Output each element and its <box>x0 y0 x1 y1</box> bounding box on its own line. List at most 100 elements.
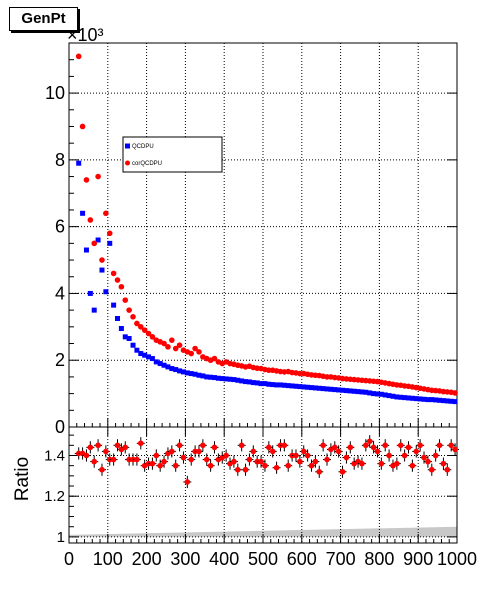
data-point-QCDPU <box>99 267 105 273</box>
data-point-QCDPU <box>343 388 349 394</box>
data-point-corQCDPU <box>122 297 129 303</box>
data-point-QCDPU <box>184 370 190 376</box>
ratio-data-point <box>269 448 276 455</box>
ratio-data-point <box>300 448 307 455</box>
data-point-corQCDPU <box>141 327 148 333</box>
data-point-QCDPU <box>305 384 311 390</box>
data-point-QCDPU <box>281 382 287 388</box>
data-point-corQCDPU <box>103 210 109 217</box>
ratio-data-point <box>382 442 389 449</box>
ratio-data-point <box>246 456 253 463</box>
ratio-data-point <box>103 448 109 455</box>
ratio-data-point <box>397 442 404 449</box>
ratio-y-tick-label: 1 <box>57 529 65 546</box>
ratio-data-point <box>444 466 451 473</box>
main-plot-panel: 0 2 4 6 8 10 ×10³ <box>45 25 458 437</box>
data-point-QCDPU <box>212 375 217 381</box>
data-point-QCDPU <box>227 376 233 382</box>
main-y-tick-label: 2 <box>55 350 65 370</box>
data-point-corQCDPU <box>165 344 171 350</box>
data-point-QCDPU <box>297 384 303 390</box>
ratio-data-point <box>234 466 241 473</box>
data-point-QCDPU <box>208 374 214 380</box>
data-point-corQCDPU <box>211 355 218 362</box>
data-point-QCDPU <box>87 290 93 296</box>
legend-box <box>122 136 223 173</box>
ratio-plot-panel: 1 1.2 1.4 0 100 200 300 400 500 600 700 800 900 1000 R… <box>12 426 477 569</box>
ratio-data-point <box>200 442 206 449</box>
data-point-QCDPU <box>386 393 392 399</box>
data-point-QCDPU <box>359 389 365 395</box>
data-point-QCDPU <box>235 377 241 383</box>
data-point-QCDPU <box>312 385 318 391</box>
series-corQCDPU <box>75 53 458 396</box>
data-point-QCDPU <box>413 396 419 402</box>
data-point-QCDPU <box>332 387 338 393</box>
ratio-data-point <box>285 462 292 469</box>
data-point-QCDPU <box>204 374 210 380</box>
ratio-data-point <box>405 444 412 451</box>
ratio-x-tick-label: 300 <box>170 549 200 569</box>
ratio-data-point <box>436 442 443 449</box>
ratio-uncertainty-band <box>69 526 457 537</box>
ratio-data-point <box>110 456 117 463</box>
ratio-data-point <box>366 438 373 445</box>
data-point-QCDPU <box>406 395 411 401</box>
main-y-tick-label: 4 <box>55 283 65 303</box>
series-QCDPU <box>76 160 458 405</box>
data-point-corQCDPU <box>196 349 202 355</box>
ratio-data-point <box>176 442 183 449</box>
data-point-QCDPU <box>111 302 117 308</box>
ratio-data-point <box>428 466 435 473</box>
data-point-QCDPU <box>188 371 194 377</box>
legend-label-QCDPU: QCDPU <box>132 144 154 150</box>
ratio-data-point <box>386 452 392 459</box>
data-point-QCDPU <box>177 368 183 374</box>
ratio-data-point <box>157 462 163 469</box>
data-point-corQCDPU <box>145 330 152 337</box>
data-point-QCDPU <box>433 397 439 403</box>
data-point-QCDPU <box>95 237 101 243</box>
data-point-QCDPU <box>103 289 109 295</box>
ratio-data-point <box>114 442 121 449</box>
data-point-QCDPU <box>196 372 202 378</box>
ratio-data-point <box>258 458 264 465</box>
ratio-data-point <box>394 460 400 467</box>
data-point-QCDPU <box>157 361 163 367</box>
data-point-QCDPU <box>309 385 314 391</box>
data-point-QCDPU <box>180 369 186 375</box>
data-point-QCDPU <box>115 315 120 321</box>
ratio-data-point <box>308 462 315 469</box>
ratio-x-tick-label: 500 <box>248 549 278 569</box>
ratio-x-tick-label: 800 <box>364 549 394 569</box>
legend-marker-QCDPU <box>125 143 130 149</box>
data-point-QCDPU <box>134 347 140 353</box>
ratio-data-point <box>223 452 229 459</box>
ratio-data-point <box>312 458 319 465</box>
data-point-QCDPU <box>367 390 373 396</box>
data-point-QCDPU <box>371 391 377 397</box>
data-point-QCDPU <box>107 240 113 246</box>
legend-label-corQCDPU: corQCDPU <box>132 161 162 167</box>
data-point-corQCDPU <box>266 367 272 374</box>
data-point-corQCDPU <box>118 283 125 290</box>
data-point-QCDPU <box>324 386 330 392</box>
ratio-data-point <box>273 464 280 471</box>
data-point-QCDPU <box>223 376 229 382</box>
data-point-QCDPU <box>429 397 435 403</box>
data-point-corQCDPU <box>106 230 113 237</box>
data-point-corQCDPU <box>188 350 195 357</box>
data-point-QCDPU <box>250 380 256 386</box>
data-point-QCDPU <box>347 388 353 394</box>
data-point-QCDPU <box>146 354 152 360</box>
data-point-corQCDPU <box>176 342 183 348</box>
ratio-data-point <box>370 444 377 451</box>
ratio-data-point <box>339 468 346 475</box>
data-point-corQCDPU <box>452 390 458 396</box>
ratio-x-tick-label: 900 <box>403 549 433 569</box>
ratio-y-tick-label: 1.4 <box>44 447 65 464</box>
main-y-tick-label: 6 <box>55 217 65 237</box>
data-point-QCDPU <box>270 382 276 388</box>
data-point-corQCDPU <box>99 257 105 263</box>
